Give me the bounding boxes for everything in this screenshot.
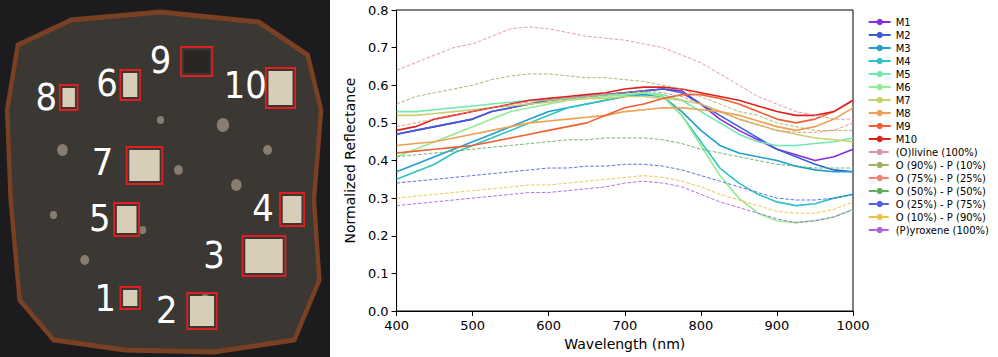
svg-text:M5: M5 xyxy=(896,69,911,80)
svg-text:0.5: 0.5 xyxy=(368,115,389,130)
svg-text:6: 6 xyxy=(96,61,118,104)
svg-text:0.6: 0.6 xyxy=(368,78,389,93)
svg-text:10: 10 xyxy=(224,63,267,106)
svg-text:M3: M3 xyxy=(896,43,911,54)
svg-text:M9: M9 xyxy=(896,121,911,132)
svg-text:1: 1 xyxy=(94,276,116,319)
svg-text:800: 800 xyxy=(688,318,713,333)
svg-text:1000: 1000 xyxy=(836,318,869,333)
svg-text:0.1: 0.1 xyxy=(368,266,389,281)
svg-text:500: 500 xyxy=(460,318,485,333)
svg-text:M1: M1 xyxy=(896,17,911,28)
svg-text:0.3: 0.3 xyxy=(368,191,389,206)
svg-text:900: 900 xyxy=(765,318,790,333)
svg-text:Wavelength (nm): Wavelength (nm) xyxy=(564,336,685,352)
svg-text:7: 7 xyxy=(92,140,114,183)
svg-text:M2: M2 xyxy=(896,30,911,41)
svg-text:M6: M6 xyxy=(896,82,911,93)
svg-text:600: 600 xyxy=(536,318,561,333)
svg-text:M10: M10 xyxy=(896,134,917,145)
svg-text:M4: M4 xyxy=(896,56,911,67)
svg-text:(P)yroxene (100%): (P)yroxene (100%) xyxy=(896,225,989,236)
svg-text:400: 400 xyxy=(384,318,409,333)
svg-text:Normalized Reflectance: Normalized Reflectance xyxy=(342,78,358,244)
svg-text:9: 9 xyxy=(150,38,172,81)
svg-text:O (75%) - P (25%): O (75%) - P (25%) xyxy=(896,173,986,184)
svg-text:O (10%) - P (90%): O (10%) - P (90%) xyxy=(896,212,986,223)
svg-text:0.4: 0.4 xyxy=(368,153,389,168)
svg-text:O (25%) - P (75%): O (25%) - P (75%) xyxy=(896,199,986,210)
svg-text:M7: M7 xyxy=(896,95,911,106)
svg-text:0.2: 0.2 xyxy=(368,228,389,243)
svg-text:O (50%) - P (50%): O (50%) - P (50%) xyxy=(896,186,986,197)
svg-text:0.8: 0.8 xyxy=(368,3,389,18)
svg-text:0.7: 0.7 xyxy=(368,40,389,55)
svg-text:(O)livine (100%): (O)livine (100%) xyxy=(896,147,978,158)
svg-text:5: 5 xyxy=(89,196,111,239)
svg-text:O (90%) - P (10%): O (90%) - P (10%) xyxy=(896,160,986,171)
svg-text:4: 4 xyxy=(252,186,274,229)
svg-text:700: 700 xyxy=(612,318,637,333)
svg-text:8: 8 xyxy=(36,75,58,118)
svg-text:M8: M8 xyxy=(896,108,911,119)
svg-text:0.0: 0.0 xyxy=(368,304,389,319)
svg-text:2: 2 xyxy=(156,288,178,331)
svg-text:3: 3 xyxy=(203,233,225,276)
